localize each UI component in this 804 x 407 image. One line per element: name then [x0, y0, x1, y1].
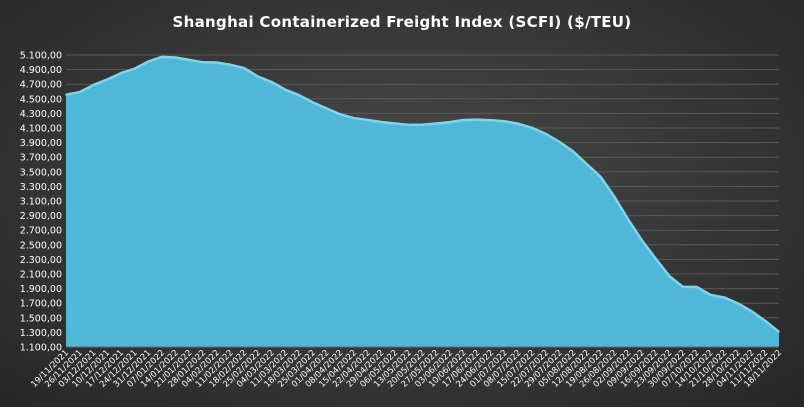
data-point [325, 107, 328, 110]
data-point [627, 218, 629, 221]
data-point [586, 163, 588, 166]
y-tick-label: 2.300,00 [20, 255, 62, 266]
y-tick-label: 3.500,00 [20, 167, 62, 178]
data-point [133, 67, 136, 70]
y-tick-label: 4.700,00 [20, 80, 62, 91]
y-tick-label: 3.900,00 [20, 138, 62, 149]
data-point [366, 119, 369, 121]
data-point [106, 78, 108, 81]
data-point [78, 91, 81, 93]
data-point [380, 121, 383, 123]
y-tick-label: 2.100,00 [20, 270, 62, 281]
data-point [407, 124, 410, 126]
data-point [92, 84, 95, 86]
data-point [339, 113, 342, 116]
area-fill [66, 56, 779, 347]
data-point [723, 296, 725, 299]
data-point [599, 176, 602, 178]
data-point [284, 88, 287, 91]
data-point [353, 117, 355, 119]
data-point [449, 121, 451, 123]
y-tick-label: 5.100,00 [20, 51, 62, 62]
data-point [65, 93, 67, 96]
y-tick-label: 1.700,00 [20, 299, 62, 310]
data-point [243, 67, 246, 69]
y-tick-label: 4.500,00 [20, 94, 62, 105]
data-point [394, 122, 396, 125]
y-axis: 1.100,00 1.300,00 1.500,00 1.700,00 1.900,00… [20, 51, 62, 354]
y-tick-label: 1.300,00 [20, 328, 62, 339]
data-point [778, 331, 780, 333]
data-point [682, 286, 684, 288]
data-point [517, 122, 520, 125]
data-point [174, 56, 177, 59]
y-tick-label: 1.500,00 [20, 313, 62, 324]
data-point [558, 141, 561, 143]
data-point [147, 60, 150, 63]
y-tick-label: 4.100,00 [20, 124, 62, 135]
data-point [298, 94, 300, 97]
data-point [545, 133, 547, 135]
y-tick-label: 4.300,00 [20, 109, 62, 120]
y-tick-label: 3.300,00 [20, 182, 62, 193]
data-point [120, 72, 122, 74]
data-point [490, 119, 492, 121]
data-point [695, 286, 698, 288]
data-point [421, 123, 424, 126]
data-point [476, 118, 479, 121]
data-point [654, 257, 657, 260]
data-point [641, 239, 643, 242]
data-point [709, 294, 712, 296]
x-axis: 19/11/202126/11/202103/12/202110/12/2021… [29, 346, 784, 390]
data-point [462, 119, 465, 121]
y-tick-label: 1.100,00 [20, 343, 62, 354]
data-point [229, 63, 232, 66]
y-tick-label: 2.700,00 [20, 226, 62, 237]
data-point [202, 61, 204, 64]
y-tick-label: 1.900,00 [20, 284, 62, 295]
data-point [572, 150, 575, 153]
data-point [216, 61, 218, 64]
y-tick-label: 2.900,00 [20, 211, 62, 222]
data-point [161, 56, 163, 58]
data-point [613, 196, 616, 198]
plot-area [65, 55, 780, 347]
chart-title: Shanghai Containerized Freight Index (SC… [173, 13, 632, 31]
data-point [503, 120, 506, 123]
data-point [750, 310, 753, 313]
y-tick-label: 3.700,00 [20, 153, 62, 164]
data-point [312, 101, 314, 104]
y-tick-label: 3.100,00 [20, 197, 62, 208]
data-point [764, 320, 767, 322]
data-point [270, 81, 273, 83]
data-point [257, 75, 259, 78]
data-point [668, 275, 671, 277]
data-point [188, 59, 191, 61]
data-point [531, 127, 533, 129]
y-tick-label: 2.500,00 [20, 240, 62, 251]
data-point [737, 302, 739, 305]
y-tick-label: 4.900,00 [20, 65, 62, 76]
data-point [435, 122, 438, 125]
